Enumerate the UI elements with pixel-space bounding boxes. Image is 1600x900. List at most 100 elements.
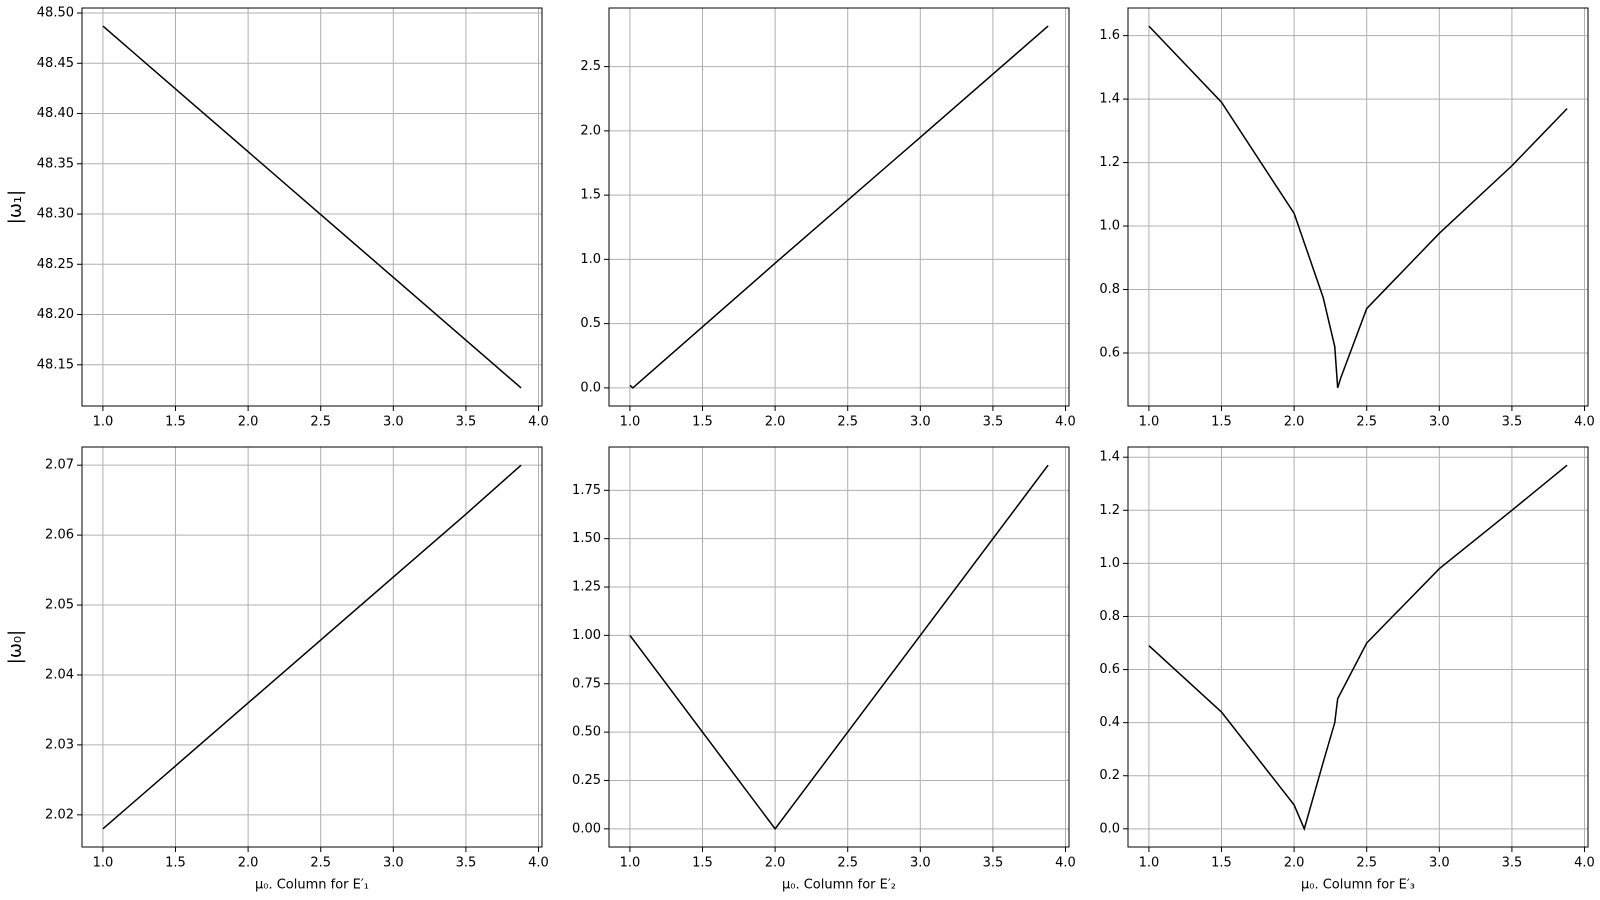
y-tick-label: 1.5 <box>580 188 601 203</box>
data-line <box>102 25 522 389</box>
y-tick-label: 0.25 <box>572 773 601 788</box>
y-tick-label: 1.25 <box>572 580 601 595</box>
x-tick-label: 3.5 <box>456 415 477 430</box>
y-tick-label: 1.4 <box>1099 92 1120 107</box>
y-tick-label: 1.50 <box>572 531 601 546</box>
y-tick-label: 0.0 <box>1099 821 1120 836</box>
y-tick-label: 0.00 <box>572 821 601 836</box>
y-tick-label: 1.2 <box>1099 503 1120 518</box>
x-tick-label: 3.0 <box>383 415 404 430</box>
y-axis-label: |ω₁| <box>5 190 26 224</box>
y-tick-label: 2.02 <box>45 807 74 822</box>
x-tick-label: 2.5 <box>310 415 331 430</box>
x-tick-label: 2.0 <box>1284 856 1305 871</box>
y-tick-label: 0.8 <box>1099 282 1120 297</box>
data-line <box>629 464 1049 831</box>
y-tick-label: 1.2 <box>1099 155 1120 170</box>
y-tick-label: 0.8 <box>1099 609 1120 624</box>
x-tick-label: 4.0 <box>528 415 549 430</box>
x-tick-label: 1.5 <box>692 856 713 871</box>
y-tick-label: 1.0 <box>1099 219 1120 234</box>
x-tick-label: 2.5 <box>1356 856 1377 871</box>
x-tick-label: 2.0 <box>765 415 786 430</box>
x-axis-label: μ₀. Column for E′₃ <box>1301 878 1415 893</box>
y-tick-label: 2.03 <box>45 737 74 752</box>
data-line <box>1148 25 1568 389</box>
x-tick-label: 3.0 <box>1429 415 1450 430</box>
y-tick-label: 0.50 <box>572 725 601 740</box>
x-tick-label: 3.5 <box>1502 856 1523 871</box>
y-tick-label: 48.45 <box>37 56 74 71</box>
x-tick-label: 3.5 <box>1502 415 1523 430</box>
x-tick-label: 2.5 <box>837 856 858 871</box>
y-tick-label: 2.5 <box>580 59 601 74</box>
x-tick-label: 4.0 <box>1055 415 1076 430</box>
y-tick-label: 1.6 <box>1099 28 1120 43</box>
x-tick-label: 1.5 <box>165 415 186 430</box>
x-tick-label: 2.0 <box>238 856 259 871</box>
y-tick-label: 48.50 <box>37 6 74 21</box>
axes-frame <box>608 7 1070 407</box>
data-line <box>102 464 522 830</box>
y-tick-label: 2.05 <box>45 598 74 613</box>
x-tick-label: 2.0 <box>238 415 259 430</box>
y-tick-label: 0.75 <box>572 676 601 691</box>
y-tick-label: 2.06 <box>45 528 74 543</box>
x-tick-label: 1.5 <box>1211 856 1232 871</box>
y-tick-label: 1.4 <box>1099 450 1120 465</box>
x-tick-label: 2.0 <box>765 856 786 871</box>
x-tick-label: 3.0 <box>1429 856 1450 871</box>
y-tick-label: 2.04 <box>45 667 74 682</box>
y-tick-label: 1.0 <box>1099 556 1120 571</box>
y-tick-label: 0.6 <box>1099 345 1120 360</box>
x-tick-label: 1.0 <box>620 415 641 430</box>
x-tick-label: 3.5 <box>983 415 1004 430</box>
x-tick-label: 2.5 <box>310 856 331 871</box>
x-tick-label: 1.5 <box>692 415 713 430</box>
axes-frame <box>81 446 543 848</box>
x-tick-label: 1.0 <box>1139 856 1160 871</box>
x-tick-label: 4.0 <box>1055 856 1076 871</box>
axes-frame <box>81 7 543 407</box>
y-tick-label: 2.07 <box>45 458 74 473</box>
y-tick-label: 48.30 <box>37 207 74 222</box>
axes-frame <box>1127 7 1589 407</box>
x-tick-label: 1.5 <box>1211 415 1232 430</box>
x-axis-label: μ₀. Column for E′₁ <box>255 878 369 893</box>
y-tick-label: 0.6 <box>1099 662 1120 677</box>
y-tick-label: 48.35 <box>37 156 74 171</box>
x-tick-label: 1.0 <box>93 856 114 871</box>
x-tick-label: 1.0 <box>93 415 114 430</box>
data-line <box>629 25 1049 389</box>
x-tick-label: 4.0 <box>1574 415 1595 430</box>
x-tick-label: 4.0 <box>528 856 549 871</box>
x-tick-label: 2.5 <box>837 415 858 430</box>
y-axis-label: |ω₀| <box>5 630 26 664</box>
y-tick-label: 48.20 <box>37 307 74 322</box>
x-tick-label: 2.0 <box>1284 415 1305 430</box>
y-tick-label: 48.40 <box>37 106 74 121</box>
x-tick-label: 1.0 <box>620 856 641 871</box>
y-tick-label: 0.0 <box>580 380 601 395</box>
x-tick-label: 4.0 <box>1574 856 1595 871</box>
y-tick-label: 1.0 <box>580 252 601 267</box>
y-tick-label: 0.4 <box>1099 715 1120 730</box>
x-tick-label: 3.5 <box>456 856 477 871</box>
axes-frame <box>608 446 1070 848</box>
x-tick-label: 2.5 <box>1356 415 1377 430</box>
data-line <box>1148 464 1568 832</box>
y-tick-label: 48.15 <box>37 357 74 372</box>
x-tick-label: 1.5 <box>165 856 186 871</box>
x-tick-label: 3.0 <box>910 415 931 430</box>
y-tick-label: 2.0 <box>580 123 601 138</box>
x-axis-label: μ₀. Column for E′₂ <box>782 878 896 893</box>
y-tick-label: 1.00 <box>572 628 601 643</box>
x-tick-label: 3.0 <box>383 856 404 871</box>
y-tick-label: 1.75 <box>572 483 601 498</box>
x-tick-label: 3.5 <box>983 856 1004 871</box>
y-tick-label: 0.5 <box>580 316 601 331</box>
x-tick-label: 1.0 <box>1139 415 1160 430</box>
axes-frame <box>1127 446 1589 848</box>
y-tick-label: 48.25 <box>37 257 74 272</box>
